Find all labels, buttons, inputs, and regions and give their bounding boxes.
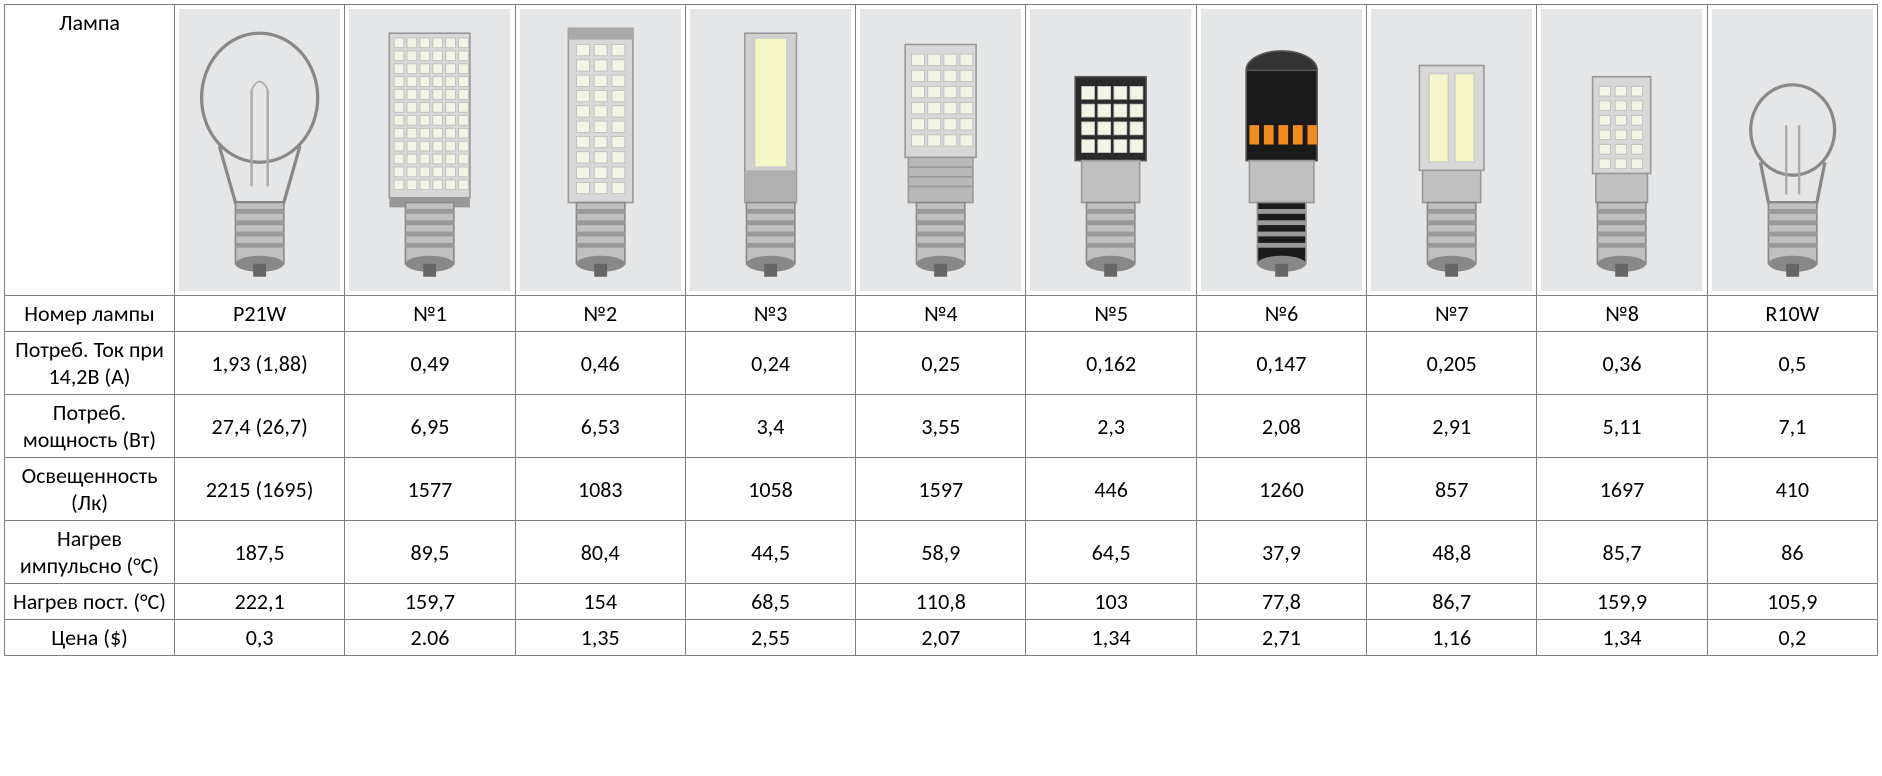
cell-power: 6,95 — [345, 395, 515, 458]
row-header-price: Цена ($) — [5, 620, 175, 656]
lamp-image-led-black-orange — [1201, 9, 1362, 291]
cell-heat-const: 159,9 — [1537, 584, 1707, 620]
cell-heat-pulse: 187,5 — [175, 521, 345, 584]
lamp-image-led-panel — [1371, 9, 1532, 291]
cell-lux: 1083 — [515, 458, 685, 521]
lamp-image-cell — [1707, 5, 1877, 296]
cell-power: 6,53 — [515, 395, 685, 458]
cell-price: 1,34 — [1026, 620, 1196, 656]
cell-current: 0,147 — [1196, 332, 1366, 395]
cell-heat-pulse: 37,9 — [1196, 521, 1366, 584]
cell-lamp-number: R10W — [1707, 296, 1877, 332]
cell-lux: 1260 — [1196, 458, 1366, 521]
cell-lamp-number: P21W — [175, 296, 345, 332]
lamp-image-cell — [1196, 5, 1366, 296]
row-header-power: Потреб. мощность (Вт) — [5, 395, 175, 458]
cell-current: 0,162 — [1026, 332, 1196, 395]
cell-price: 2,07 — [856, 620, 1026, 656]
cell-heat-pulse: 48,8 — [1367, 521, 1537, 584]
lamp-image-cell — [1026, 5, 1196, 296]
cell-lux: 2215 (1695) — [175, 458, 345, 521]
cell-lamp-number: №8 — [1537, 296, 1707, 332]
cell-lamp-number: №3 — [685, 296, 855, 332]
lamp-image-cell — [856, 5, 1026, 296]
cell-lux: 1697 — [1537, 458, 1707, 521]
cell-heat-const: 77,8 — [1196, 584, 1366, 620]
cell-price: 2.06 — [345, 620, 515, 656]
cell-heat-const: 86,7 — [1367, 584, 1537, 620]
cell-heat-const: 103 — [1026, 584, 1196, 620]
lamp-image-cell — [345, 5, 515, 296]
row-header-lamp-number: Номер лампы — [5, 296, 175, 332]
cell-lux: 1597 — [856, 458, 1026, 521]
cell-heat-pulse: 86 — [1707, 521, 1877, 584]
cell-price: 2,71 — [1196, 620, 1366, 656]
row-header-lamp: Лампа — [5, 5, 175, 296]
cell-lux: 1058 — [685, 458, 855, 521]
cell-lux: 410 — [1707, 458, 1877, 521]
cell-heat-pulse: 64,5 — [1026, 521, 1196, 584]
cell-current: 0,205 — [1367, 332, 1537, 395]
cell-heat-const: 222,1 — [175, 584, 345, 620]
lamp-image-led-cob-bar — [690, 9, 851, 291]
lamp-image-cell — [515, 5, 685, 296]
lamp-image-led-smd-block — [860, 9, 1021, 291]
cell-heat-pulse: 80,4 — [515, 521, 685, 584]
cell-power: 2,91 — [1367, 395, 1537, 458]
cell-heat-const: 154 — [515, 584, 685, 620]
cell-lamp-number: №1 — [345, 296, 515, 332]
cell-lux: 857 — [1367, 458, 1537, 521]
cell-lamp-number: №4 — [856, 296, 1026, 332]
cell-current: 0,46 — [515, 332, 685, 395]
cell-heat-pulse: 44,5 — [685, 521, 855, 584]
lamp-image-led-smd-small — [1541, 9, 1702, 291]
row-header-lux: Освещенность (Лк) — [5, 458, 175, 521]
cell-heat-pulse: 85,7 — [1537, 521, 1707, 584]
cell-heat-pulse: 89,5 — [345, 521, 515, 584]
cell-heat-const: 110,8 — [856, 584, 1026, 620]
cell-lamp-number: №7 — [1367, 296, 1537, 332]
lamp-image-led-smd-many — [349, 9, 510, 291]
cell-lux: 446 — [1026, 458, 1196, 521]
cell-price: 1,16 — [1367, 620, 1537, 656]
cell-heat-pulse: 58,9 — [856, 521, 1026, 584]
cell-current: 0,36 — [1537, 332, 1707, 395]
lamp-image-incandescent-bulb — [179, 9, 340, 291]
cell-power: 3,55 — [856, 395, 1026, 458]
lamp-image-incandescent-small — [1712, 9, 1873, 291]
row-header-heat-pulse: Нагрев импульсно (°C) — [5, 521, 175, 584]
row-header-current: Потреб. Ток при 14,2В (А) — [5, 332, 175, 395]
cell-price: 0,3 — [175, 620, 345, 656]
cell-heat-const: 68,5 — [685, 584, 855, 620]
cell-heat-const: 105,9 — [1707, 584, 1877, 620]
cell-power: 2,08 — [1196, 395, 1366, 458]
row-header-heat-const: Нагрев пост. (°C) — [5, 584, 175, 620]
cell-current: 0,24 — [685, 332, 855, 395]
cell-lamp-number: №2 — [515, 296, 685, 332]
cell-lamp-number: №5 — [1026, 296, 1196, 332]
lamp-image-led-smd-short — [1030, 9, 1191, 291]
cell-power: 2,3 — [1026, 395, 1196, 458]
lamp-image-cell — [1537, 5, 1707, 296]
cell-price: 2,55 — [685, 620, 855, 656]
cell-power: 27,4 (26,7) — [175, 395, 345, 458]
lamp-image-cell — [1367, 5, 1537, 296]
cell-power: 5,11 — [1537, 395, 1707, 458]
cell-heat-const: 159,7 — [345, 584, 515, 620]
cell-price: 0,2 — [1707, 620, 1877, 656]
cell-power: 7,1 — [1707, 395, 1877, 458]
cell-price: 1,34 — [1537, 620, 1707, 656]
lamp-comparison-table: Лампа — [4, 4, 1878, 656]
lamp-image-cell — [175, 5, 345, 296]
cell-power: 3,4 — [685, 395, 855, 458]
cell-lux: 1577 — [345, 458, 515, 521]
cell-lamp-number: №6 — [1196, 296, 1366, 332]
cell-current: 0,49 — [345, 332, 515, 395]
cell-current: 0,25 — [856, 332, 1026, 395]
cell-current: 0,5 — [1707, 332, 1877, 395]
cell-current: 1,93 (1,88) — [175, 332, 345, 395]
lamp-image-cell — [685, 5, 855, 296]
cell-price: 1,35 — [515, 620, 685, 656]
lamp-image-led-smd-column — [520, 9, 681, 291]
